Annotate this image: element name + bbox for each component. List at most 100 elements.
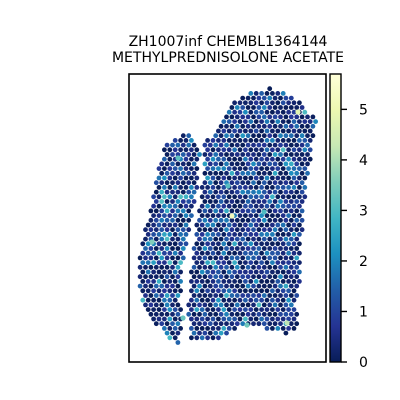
spot [270, 156, 275, 162]
spot [234, 302, 240, 308]
spot [264, 147, 270, 153]
spot [264, 250, 270, 256]
spot [237, 109, 243, 115]
spot [226, 147, 232, 153]
spot [140, 250, 146, 256]
spot [224, 142, 229, 148]
spot [283, 105, 289, 110]
spot [286, 297, 291, 303]
spot [178, 138, 184, 143]
spot [221, 185, 227, 190]
spot [286, 307, 291, 312]
spot [302, 109, 308, 115]
spot [283, 274, 289, 280]
spot [299, 189, 305, 195]
spot [170, 302, 175, 308]
spot [202, 293, 208, 298]
spot [194, 269, 200, 275]
spot [218, 236, 224, 242]
spot [294, 123, 300, 129]
spot [226, 194, 232, 200]
spot [229, 217, 235, 223]
spot [253, 203, 259, 209]
spot [280, 269, 286, 275]
spot [245, 161, 251, 167]
spot [205, 250, 211, 256]
spot [256, 236, 262, 242]
spot [153, 283, 159, 289]
spot [261, 142, 267, 148]
spot [216, 147, 221, 153]
spot [307, 128, 313, 134]
spot [229, 161, 235, 167]
spot [183, 194, 189, 200]
spot [180, 180, 186, 186]
spot [189, 335, 194, 341]
spot [248, 156, 254, 162]
spot [183, 147, 189, 153]
spot [264, 241, 270, 247]
spot [243, 203, 248, 209]
spot [243, 175, 248, 181]
spot [164, 264, 170, 270]
spot [278, 321, 283, 327]
spot [180, 227, 186, 233]
spot [175, 340, 181, 345]
spot [170, 208, 175, 214]
spot [167, 307, 173, 312]
spot [259, 100, 264, 106]
spot [153, 236, 159, 242]
spot [213, 227, 219, 233]
spot [302, 175, 308, 181]
spot [294, 321, 300, 327]
spot [259, 260, 264, 265]
spot [275, 269, 281, 275]
spot [248, 147, 254, 153]
spot [159, 170, 165, 176]
spot [199, 316, 205, 322]
spot [253, 316, 259, 322]
spot [167, 288, 173, 294]
spot [240, 236, 246, 242]
spot [145, 307, 151, 312]
spot [210, 279, 216, 284]
spot [245, 142, 251, 148]
spot [251, 95, 256, 101]
spot [234, 189, 240, 195]
spot [240, 114, 246, 120]
spot [307, 138, 313, 143]
spot [237, 175, 243, 181]
spot [145, 288, 151, 294]
spot [145, 269, 151, 275]
spot [294, 255, 300, 261]
spot [175, 170, 181, 176]
spot [216, 288, 221, 294]
spot [240, 199, 246, 204]
spot [299, 227, 305, 233]
spot [229, 311, 235, 317]
spot [294, 142, 300, 148]
spot [245, 133, 251, 139]
spot [226, 326, 232, 331]
spot [243, 241, 248, 247]
spot [207, 293, 213, 298]
spot [229, 302, 235, 308]
spot [167, 316, 173, 322]
spot [243, 147, 248, 153]
spot [234, 246, 240, 251]
spot [283, 152, 289, 157]
spot [229, 283, 235, 289]
spot [267, 180, 273, 186]
spot [164, 189, 170, 195]
spot [297, 185, 302, 190]
spot [199, 288, 205, 294]
spot [291, 241, 297, 247]
spot [294, 189, 300, 195]
spot [280, 91, 286, 96]
spot [259, 128, 264, 134]
spot [207, 274, 213, 280]
spot [270, 241, 275, 247]
spot [240, 311, 246, 317]
spot [275, 100, 281, 106]
spot [275, 138, 281, 143]
